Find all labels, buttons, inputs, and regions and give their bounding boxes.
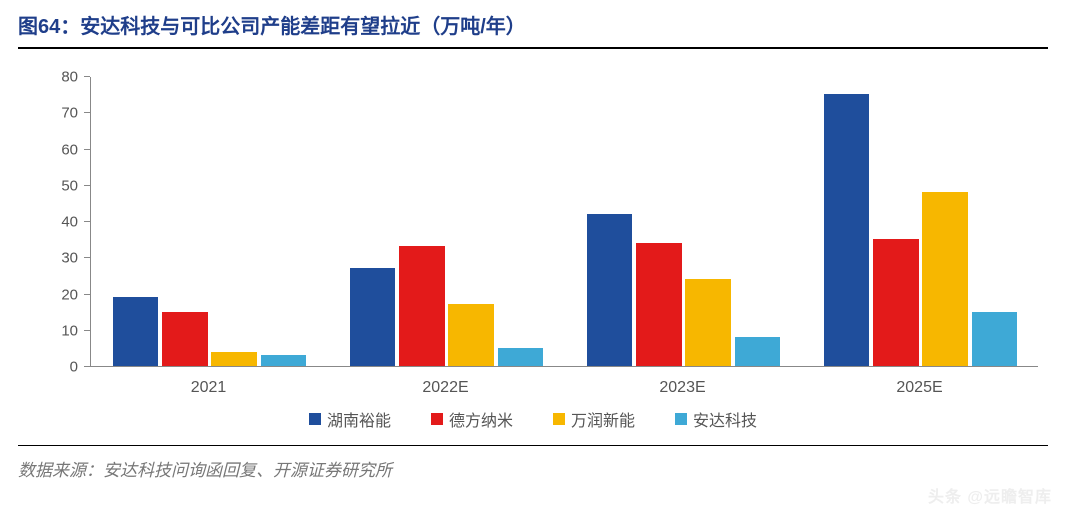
y-tick-label: 30 xyxy=(18,250,78,267)
bar xyxy=(211,352,257,367)
title-rule xyxy=(18,47,1048,49)
y-tick-label: 50 xyxy=(18,177,78,194)
y-tick-mark xyxy=(84,221,90,222)
legend-label: 万润新能 xyxy=(571,407,635,431)
y-tick-label: 40 xyxy=(18,214,78,231)
legend-swatch xyxy=(553,413,565,425)
bar xyxy=(735,337,781,366)
bar xyxy=(113,297,159,366)
bar xyxy=(636,243,682,366)
bar xyxy=(824,94,870,366)
data-source: 数据来源：安达科技问询函回复、开源证券研究所 xyxy=(0,446,1066,481)
y-tick-label: 10 xyxy=(18,322,78,339)
x-tick-label: 2022E xyxy=(422,379,468,397)
y-tick-label: 20 xyxy=(18,286,78,303)
y-tick-label: 80 xyxy=(18,69,78,86)
bar xyxy=(873,239,919,366)
chart-container: 0 10 20 30 40 50 60 70 80 2021 2022E 2023E 2025E xyxy=(18,67,1048,397)
legend-item: 湖南裕能 xyxy=(309,407,391,431)
watermark: 头条 @远瞻智库 xyxy=(928,483,1052,507)
x-tick-label: 2025E xyxy=(896,379,942,397)
bar xyxy=(922,192,968,366)
x-tick-label: 2023E xyxy=(659,379,705,397)
y-tick-mark xyxy=(84,112,90,113)
bar xyxy=(261,355,307,366)
y-tick-label: 60 xyxy=(18,141,78,158)
legend-item: 万润新能 xyxy=(553,407,635,431)
y-tick-mark xyxy=(84,76,90,77)
y-tick-label: 0 xyxy=(18,359,78,376)
legend-item: 德方纳米 xyxy=(431,407,513,431)
bar xyxy=(448,304,494,366)
x-tick-label: 2021 xyxy=(191,379,227,397)
figure-title: 图64：安达科技与可比公司产能差距有望拉近（万吨/年） xyxy=(0,0,1066,47)
legend: 湖南裕能 德方纳米 万润新能 安达科技 xyxy=(0,407,1066,431)
legend-swatch xyxy=(675,413,687,425)
legend-label: 德方纳米 xyxy=(449,407,513,431)
y-tick-mark xyxy=(84,149,90,150)
plot-area xyxy=(90,77,1038,367)
y-tick-mark xyxy=(84,294,90,295)
bar xyxy=(350,268,396,366)
bar xyxy=(498,348,544,366)
bar xyxy=(587,214,633,366)
bar xyxy=(162,312,208,366)
y-tick-label: 70 xyxy=(18,105,78,122)
legend-item: 安达科技 xyxy=(675,407,757,431)
legend-label: 安达科技 xyxy=(693,407,757,431)
y-tick-mark xyxy=(84,185,90,186)
bar xyxy=(399,246,445,366)
legend-label: 湖南裕能 xyxy=(327,407,391,431)
y-tick-mark xyxy=(84,257,90,258)
bar xyxy=(685,279,731,366)
legend-swatch xyxy=(431,413,443,425)
bar xyxy=(972,312,1018,366)
legend-swatch xyxy=(309,413,321,425)
y-tick-mark xyxy=(84,366,90,367)
y-tick-mark xyxy=(84,330,90,331)
